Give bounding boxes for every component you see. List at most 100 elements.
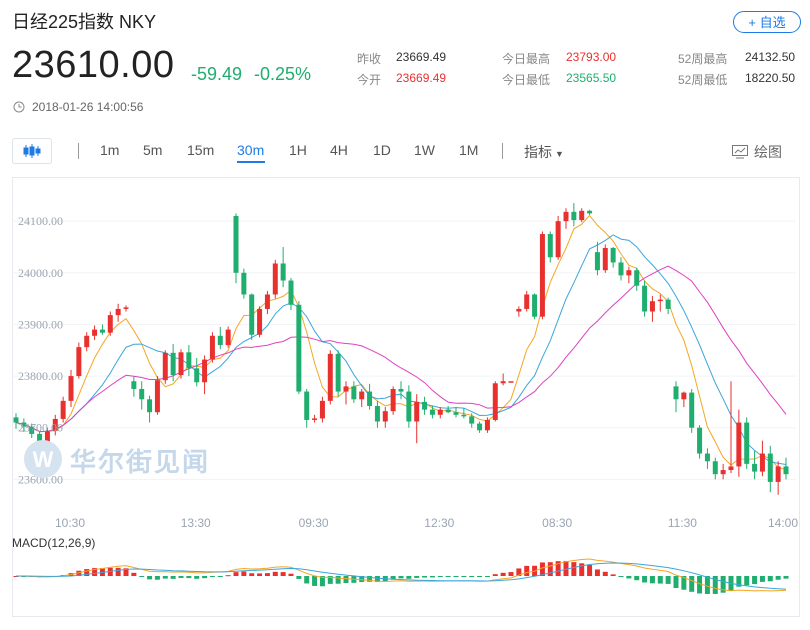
candle-body [484,419,490,431]
candle-body [775,466,781,482]
add-watchlist-button[interactable]: + 自选 [733,11,801,33]
clock-icon [13,101,25,113]
macd-bar [477,576,483,577]
macd-bar [429,576,435,578]
macd-bar [343,576,349,584]
candle-body [296,304,302,392]
macd-bar [406,576,412,579]
macd-bar [414,576,420,578]
x-tick-label: 14:00 [768,516,798,530]
candle-body [76,347,82,377]
tab-1m[interactable]: 1m [100,142,120,158]
candle-body [217,335,223,346]
candle-body [280,263,286,281]
candle-body [60,400,66,419]
chart-area[interactable] [12,177,800,617]
macd-bar [484,576,490,577]
candle-body [752,463,758,472]
candle-body [13,417,19,423]
macd-bar [555,561,561,576]
macd-bar [123,568,129,576]
draw-chart-icon [732,145,748,159]
candle-body [681,392,687,400]
candle-body [594,252,600,271]
tab-1h[interactable]: 1H [289,142,307,158]
candle-body [634,270,640,286]
macd-bar [563,560,569,576]
tab-1d[interactable]: 1D [373,142,391,158]
stat-prev-close-label: 昨收 [357,52,382,66]
candle-body [68,376,74,401]
macd-bar [453,576,459,577]
macd-bar [312,576,318,586]
macd-bar [626,576,632,579]
macd-bar [736,576,742,587]
candle-body [579,210,585,221]
candle-body [626,270,632,276]
candle-body [445,409,451,413]
macd-bar [665,576,671,584]
candle-body [194,368,200,383]
candle-body [249,294,255,335]
macd-bar [775,576,781,580]
candle-body [673,386,679,400]
caret-down-icon: ▼ [555,149,564,159]
macd-bar [681,576,687,590]
tab-4h[interactable]: 4H [330,142,348,158]
stat-day-high-value: 23793.00 [566,50,617,64]
candle-body [374,406,380,422]
macd-bar [319,576,325,587]
candle-body [571,211,577,221]
candle-body [453,412,459,415]
macd-bar [712,576,718,594]
candle-body [689,392,695,428]
tab-15m[interactable]: 15m [187,142,215,158]
macd-bar [579,563,585,576]
candle-body [492,383,498,420]
tab-1w[interactable]: 1W [414,142,435,158]
candle-body [461,414,467,417]
candle-body [414,401,420,422]
draw-button[interactable]: 绘图 [732,142,782,162]
price-change-percent: -0.25% [254,64,312,84]
y-tick-label: 24100.00 [18,214,63,228]
macd-bar [587,565,593,576]
macd-bar [233,572,239,576]
stat-day-low-value: 23565.50 [566,71,617,85]
candle-body [587,210,593,214]
macd-bar [720,576,726,593]
candle-body [264,294,270,309]
candle-body [131,381,137,389]
candle-body [186,352,192,369]
macd-bar [437,576,443,577]
macd-dif-line [15,558,787,592]
macd-bar [469,576,475,577]
indicator-dropdown[interactable]: 指标 ▼ [524,142,564,162]
macd-bar [202,576,208,579]
candle-body [759,453,765,472]
macd-bar [642,576,648,583]
stat-day-low-label: 今日最低 [502,73,551,87]
draw-label: 绘图 [754,144,782,160]
macd-bar [327,576,333,584]
candle-body [649,301,655,312]
candle-body [37,433,43,444]
macd-bar [594,569,600,576]
candle-body [107,315,113,333]
macd-bar [194,576,200,579]
chart-type-button[interactable] [12,138,52,164]
tab-30m[interactable]: 30m [237,142,265,158]
candle-body [288,280,294,305]
tab-1mo[interactable]: 1M [459,142,479,158]
candle-body [437,409,443,415]
candle-body [555,221,561,258]
macd-bar [162,576,168,579]
candle-body [618,262,624,276]
macd-bar [374,576,380,583]
stat-prev-close-value: 23669.49 [396,50,447,64]
stat-52w-low-label: 52周最低 [678,73,728,87]
stat-day-high-label: 今日最高 [502,52,551,66]
macd-bar [673,576,679,588]
tab-5m[interactable]: 5m [143,142,163,158]
